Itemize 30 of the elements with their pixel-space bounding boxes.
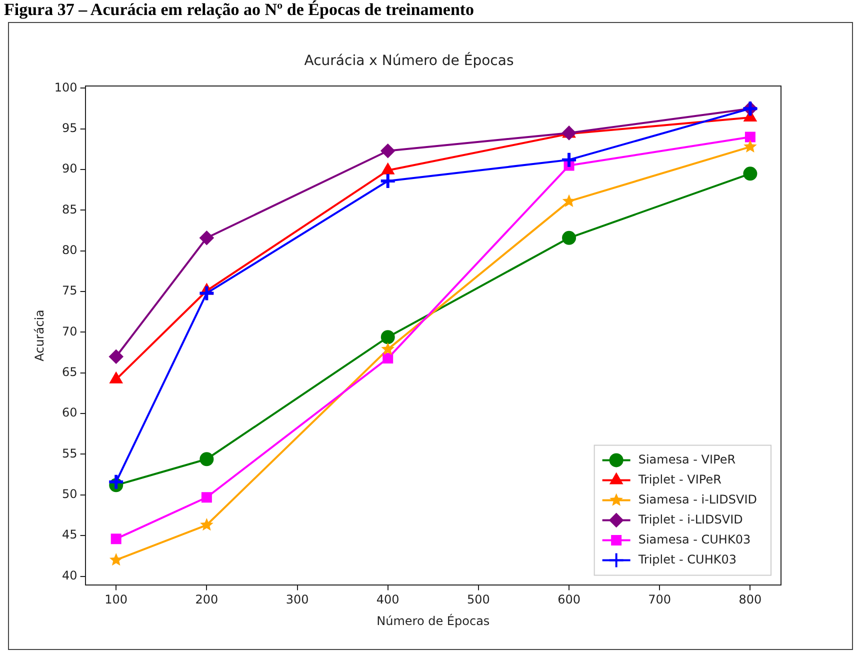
x-tick-label: 100 xyxy=(104,592,128,607)
legend-label: Triplet - CUHK03 xyxy=(637,552,736,566)
y-tick-label: 100 xyxy=(54,80,78,94)
text: Figura 37 – Acurácia em relação ao Nº de Épocas de treinamento xyxy=(3,0,476,20)
x-tick-label: 600 xyxy=(558,592,580,607)
y-tick-label: 85 xyxy=(62,202,78,216)
x-tick-label: 700 xyxy=(648,592,672,607)
x-tick-label: 300 xyxy=(286,592,309,607)
legend-label: Triplet - VIPeR xyxy=(637,472,722,486)
legend-label: Siamesa - i-LIDSVID xyxy=(638,492,758,506)
y-tick-label: 40 xyxy=(62,568,78,582)
x-tick-label: 200 xyxy=(195,592,218,607)
legend-label: Siamesa - VIPeR xyxy=(638,452,736,466)
legend-label: Siamesa - CUHK03 xyxy=(638,532,751,546)
y-tick-label: 45 xyxy=(62,528,78,542)
y-axis-title: Acurácia xyxy=(32,310,46,362)
x-tick-label: 800 xyxy=(738,592,762,607)
chart-title: Acurácia x Número de Épocas xyxy=(304,52,514,70)
y-tick-label: 55 xyxy=(62,446,78,460)
y-tick-label: 70 xyxy=(62,324,78,338)
x-tick-label: 400 xyxy=(376,592,400,607)
x-tick-label: 500 xyxy=(466,592,490,607)
y-tick-label: 80 xyxy=(62,243,78,258)
y-tick-label: 90 xyxy=(62,162,78,176)
y-tick-label: 95 xyxy=(62,121,78,136)
legend-label: Triplet - i-LIDSVID xyxy=(637,512,743,526)
y-tick-label: 60 xyxy=(62,406,78,420)
y-tick-label: 50 xyxy=(62,487,78,502)
y-tick-label: 75 xyxy=(62,284,78,298)
y-tick-label: 65 xyxy=(62,365,78,380)
